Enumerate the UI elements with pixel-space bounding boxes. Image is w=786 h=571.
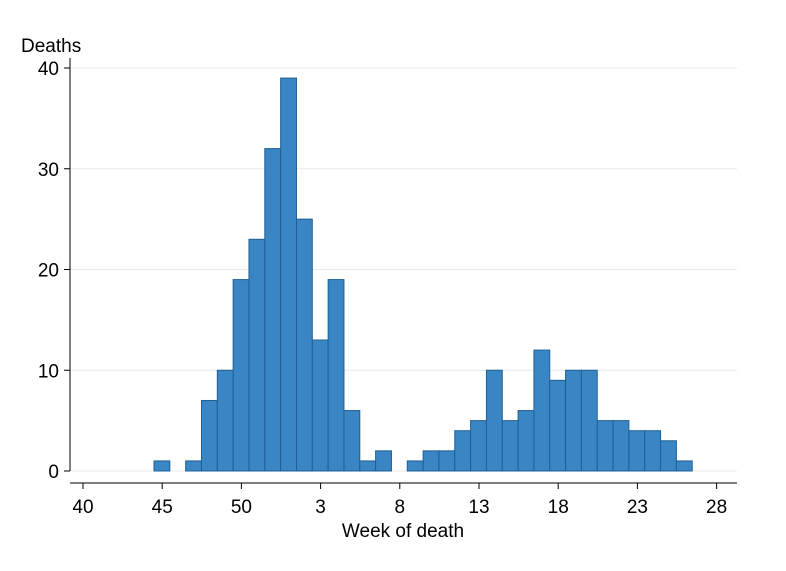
bar <box>644 430 662 472</box>
bar <box>628 430 646 472</box>
bar <box>185 460 202 472</box>
y-tick-label: 20 <box>38 261 59 282</box>
bar <box>612 420 630 472</box>
bar <box>264 148 282 472</box>
bar <box>153 460 171 472</box>
bar <box>501 420 519 472</box>
x-axis-title: Week of death <box>342 521 464 542</box>
bar <box>596 420 614 472</box>
y-axis-title: Deaths <box>21 36 81 57</box>
x-tick-label: 45 <box>152 497 173 518</box>
x-tick-label: 8 <box>395 497 406 518</box>
bar <box>216 369 234 472</box>
y-tick-label: 40 <box>38 59 59 80</box>
x-axis: 40 45 50 3 8 13 18 23 28 <box>70 482 737 518</box>
bar <box>311 339 329 472</box>
bar <box>675 460 693 472</box>
y-tick-label: 10 <box>38 361 59 382</box>
bar <box>232 279 250 472</box>
bar <box>359 460 377 472</box>
bars-group <box>153 77 693 472</box>
x-tick-label: 28 <box>706 497 727 518</box>
bar <box>295 218 313 472</box>
bar <box>406 460 424 472</box>
x-tick-label: 18 <box>548 497 569 518</box>
x-tick-label: 13 <box>468 497 489 518</box>
y-tick-label: 30 <box>38 160 59 181</box>
x-tick-label: 23 <box>627 497 648 518</box>
bar <box>660 440 677 472</box>
bar <box>565 369 582 472</box>
bar <box>438 450 456 472</box>
bar <box>580 369 598 472</box>
bar <box>327 279 345 472</box>
y-axis: 0 10 20 30 40 <box>38 58 71 483</box>
bar <box>470 420 487 472</box>
bar <box>343 410 361 472</box>
bar <box>533 349 551 472</box>
bar <box>375 450 392 472</box>
x-tick-label: 3 <box>315 497 326 518</box>
y-tick-label: 0 <box>48 462 59 483</box>
bar <box>454 430 472 472</box>
grid-lines <box>71 67 737 472</box>
bar <box>549 379 567 472</box>
bar <box>422 450 440 472</box>
bar <box>248 238 266 472</box>
bar <box>200 399 218 472</box>
bar <box>280 77 297 472</box>
x-tick-label: 50 <box>231 497 252 518</box>
bar <box>485 369 503 472</box>
x-tick-label: 40 <box>72 497 93 518</box>
bar <box>517 410 535 472</box>
